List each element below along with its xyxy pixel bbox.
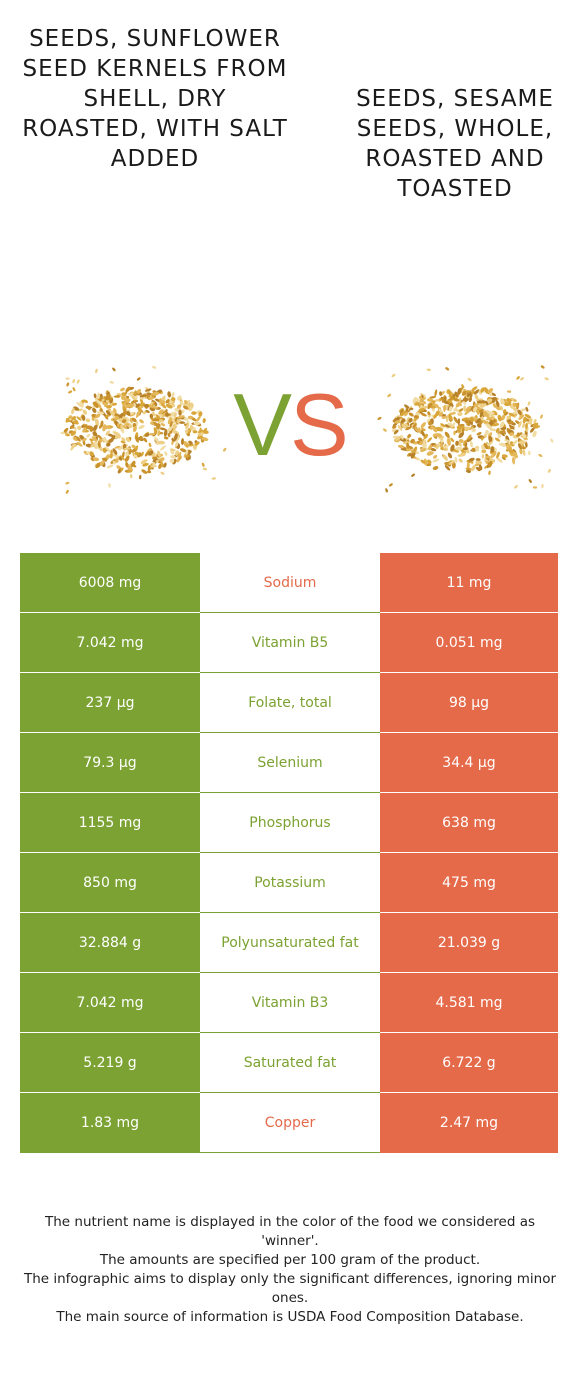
- vs-label: VS: [222, 380, 358, 470]
- table-row: 5.219 g Saturated fat 6.722 g: [20, 1032, 558, 1093]
- right-food-title: Seeds, sesame seeds, whole, roasted and …: [356, 86, 554, 202]
- table-row: 850 mg Potassium 475 mg: [20, 852, 558, 913]
- nutrient-name: Polyunsaturated fat: [200, 912, 380, 973]
- nutrient-name: Vitamin B3: [200, 972, 380, 1033]
- comparison-table: 6008 mg Sodium 11 mg 7.042 mg Vitamin B5 0.05…: [20, 553, 558, 1153]
- nutrient-name: Potassium: [200, 852, 380, 913]
- left-value: 1155 mg: [20, 792, 200, 853]
- vs-s: S: [290, 375, 349, 474]
- table-row: 79.3 µg Selenium 34.4 µg: [20, 732, 558, 793]
- right-value: 0.051 mg: [380, 612, 558, 673]
- table-row: 1155 mg Phosphorus 638 mg: [20, 792, 558, 853]
- nutrient-name: Phosphorus: [200, 792, 380, 853]
- sunflower-seeds-image: [60, 366, 227, 494]
- nutrient-name: Saturated fat: [200, 1032, 380, 1093]
- table-row: 6008 mg Sodium 11 mg: [20, 553, 558, 613]
- right-value: 2.47 mg: [380, 1092, 558, 1153]
- right-value: 475 mg: [380, 852, 558, 913]
- table-row: 1.83 mg Copper 2.47 mg: [20, 1092, 558, 1153]
- nutrient-name: Sodium: [200, 553, 380, 613]
- left-value: 6008 mg: [20, 553, 200, 613]
- table-row: 7.042 mg Vitamin B5 0.051 mg: [20, 612, 558, 673]
- left-value: 850 mg: [20, 852, 200, 913]
- left-value: 1.83 mg: [20, 1092, 200, 1153]
- left-value: 7.042 mg: [20, 612, 200, 673]
- left-value: 79.3 µg: [20, 732, 200, 793]
- footer-line-3: The infographic aims to display only the…: [23, 1271, 557, 1306]
- nutrient-name: Copper: [200, 1092, 380, 1153]
- left-value: 32.884 g: [20, 912, 200, 973]
- nutrient-name: Folate, total: [200, 672, 380, 733]
- table-row: 237 µg Folate, total 98 µg: [20, 672, 558, 733]
- sesame-seeds-image: [377, 365, 554, 493]
- nutrient-name: Selenium: [200, 732, 380, 793]
- right-value: 21.039 g: [380, 912, 558, 973]
- vs-v: V: [233, 375, 292, 474]
- right-value: 6.722 g: [380, 1032, 558, 1093]
- nutrient-name: Vitamin B5: [200, 612, 380, 673]
- right-value: 11 mg: [380, 553, 558, 613]
- right-value: 638 mg: [380, 792, 558, 853]
- left-value: 237 µg: [20, 672, 200, 733]
- footer-line-2: The amounts are specified per 100 gram o…: [99, 1252, 481, 1268]
- footer-line-1: The nutrient name is displayed in the co…: [44, 1214, 536, 1249]
- table-row: 32.884 g Polyunsaturated fat 21.039 g: [20, 912, 558, 973]
- right-value: 98 µg: [380, 672, 558, 733]
- right-value: 34.4 µg: [380, 732, 558, 793]
- table-row: 7.042 mg Vitamin B3 4.581 mg: [20, 972, 558, 1033]
- left-value: 7.042 mg: [20, 972, 200, 1033]
- footer-notes: The nutrient name is displayed in the co…: [20, 1213, 560, 1327]
- left-value: 5.219 g: [20, 1032, 200, 1093]
- left-food-title: Seeds, sunflower seed kernels from shell…: [22, 26, 288, 172]
- right-value: 4.581 mg: [380, 972, 558, 1033]
- footer-line-4: The main source of information is USDA F…: [56, 1309, 524, 1325]
